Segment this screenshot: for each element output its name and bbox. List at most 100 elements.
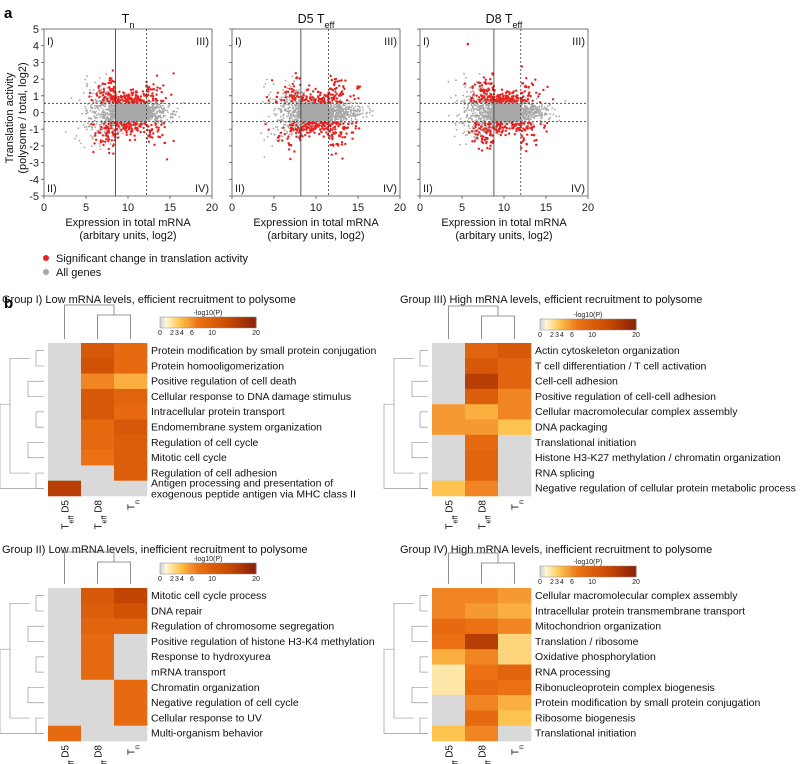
term-label: mRNA transport xyxy=(151,667,226,679)
term-label: Translation / ribosome xyxy=(535,636,639,648)
colorbar-tick: 3 xyxy=(555,579,559,586)
heatmaps: Group I) Low mRNA levels, efficient recr… xyxy=(0,294,796,764)
heatmap-cell xyxy=(48,695,81,711)
plot-title: D8 Teff xyxy=(486,12,523,30)
term-label: Positive regulation of histone H3-K4 met… xyxy=(151,636,375,648)
heatmap-cell xyxy=(498,420,531,436)
term-label: Positive regulation of cell death xyxy=(151,376,296,388)
quadrant-label-III: III) xyxy=(572,36,585,48)
heatmap-cell xyxy=(432,343,465,359)
column-label: Tn xyxy=(127,745,142,755)
y-axis-label-line2: (polysome / total, log2) xyxy=(17,62,29,173)
heatmap-cell xyxy=(114,619,147,635)
y-tick-label: 3 xyxy=(33,57,39,69)
heatmap-cell xyxy=(498,649,531,665)
x-axis-label-line1: Expression in total mRNA xyxy=(441,217,567,229)
legend-significant-label: Significant change in translation activi… xyxy=(56,253,248,265)
heatmap-cell xyxy=(432,649,465,665)
heatmap-cell xyxy=(114,634,147,650)
dense-core xyxy=(301,103,329,121)
heatmap-cell xyxy=(432,420,465,436)
heatmap-cell xyxy=(48,404,81,420)
column-dendrogram xyxy=(449,553,515,584)
x-tick-label: 0 xyxy=(417,202,423,214)
heatmap-cell xyxy=(48,619,81,635)
term-label: exogenous peptide antigen via MHC class … xyxy=(151,489,356,501)
heatmap-cell xyxy=(81,680,114,696)
y-tick-label: -5 xyxy=(29,191,39,203)
heatmap-cell xyxy=(114,465,147,481)
colorbar-tick: 20 xyxy=(632,579,640,586)
heatmap-cell xyxy=(465,435,498,451)
term-label: Cellular response to DNA damage stimulus xyxy=(151,391,351,403)
y-tick-label: 2 xyxy=(33,74,39,86)
heatmap-cell xyxy=(48,481,81,497)
heatmap-cell xyxy=(498,695,531,711)
group-title: Group I) Low mRNA levels, efficient recr… xyxy=(2,294,296,306)
heatmap-group-1: Group I) Low mRNA levels, efficient recr… xyxy=(0,294,376,530)
column-label: Teff D5 xyxy=(445,745,460,764)
y-axis-label-line1: Translation activity xyxy=(4,72,16,163)
heatmap-cell xyxy=(114,435,147,451)
term-label: Intracellular protein transmembrane tran… xyxy=(535,605,745,617)
heatmap-cell xyxy=(48,420,81,436)
term-label: Negative regulation of cellular protein … xyxy=(535,483,796,495)
heatmap-cell xyxy=(81,450,114,466)
heatmap-cell xyxy=(498,404,531,420)
heatmap-cell xyxy=(465,465,498,481)
term-label: RNA splicing xyxy=(535,467,595,479)
heatmap-cell xyxy=(81,404,114,420)
colorbar-tick: 4 xyxy=(180,576,184,583)
heatmap-cell xyxy=(498,619,531,635)
x-tick-label: 15 xyxy=(352,202,364,214)
x-tick-label: 10 xyxy=(498,202,510,214)
colorbar-tick: 4 xyxy=(560,332,564,339)
colorbar-tick: 6 xyxy=(570,579,574,586)
term-label: Oxidative phosphorylation xyxy=(535,651,656,663)
heatmap-cell xyxy=(48,665,81,681)
heatmap-cell xyxy=(114,404,147,420)
y-tick-label: 1 xyxy=(33,91,39,103)
colorbar-title: -log10(P) xyxy=(574,312,603,319)
heatmap-cell xyxy=(432,680,465,696)
plot-title: D5 Teff xyxy=(298,12,335,30)
heatmap-cell xyxy=(114,420,147,436)
group-title: Group III) High mRNA levels, efficient r… xyxy=(400,294,702,306)
x-tick-label: 0 xyxy=(229,202,235,214)
heatmap-cell xyxy=(81,374,114,390)
y-tick-label: -1 xyxy=(29,124,39,136)
colorbar-title: -log10(P) xyxy=(194,310,223,317)
quadrant-label-III: III) xyxy=(196,36,209,48)
heatmap-cell xyxy=(498,603,531,619)
y-tick-label: -3 xyxy=(29,158,39,170)
heatmap-cell xyxy=(432,465,465,481)
column-label: Tn xyxy=(511,745,526,755)
heatmap-cell xyxy=(114,358,147,374)
colorbar-tick: 4 xyxy=(560,579,564,586)
heatmap-cell xyxy=(432,481,465,497)
heatmap-cell xyxy=(498,665,531,681)
term-label: Intracellular protein transport xyxy=(151,406,285,418)
heatmap-cell xyxy=(432,358,465,374)
term-label: DNA packaging xyxy=(535,422,608,434)
column-label: Tn xyxy=(511,500,526,510)
heatmap-cell xyxy=(48,450,81,466)
heatmap-cell xyxy=(465,420,498,436)
term-label: Translational initiation xyxy=(535,728,636,740)
heatmap-cell xyxy=(81,695,114,711)
heatmap-cell xyxy=(114,603,147,619)
heatmap-cell xyxy=(432,389,465,405)
column-label: Tn xyxy=(127,500,142,510)
quadrant-label-II: II) xyxy=(235,183,245,195)
column-label: Teff D8 xyxy=(94,745,109,764)
heatmap-cell xyxy=(48,435,81,451)
colorbar-tick: 6 xyxy=(190,330,194,337)
y-tick-label: -2 xyxy=(29,141,39,153)
heatmap-cell xyxy=(498,450,531,466)
heatmap-cell xyxy=(498,374,531,390)
heatmap-cell xyxy=(114,588,147,604)
heatmap-cell xyxy=(114,481,147,497)
colorbar-tick: 2 xyxy=(170,330,174,337)
heatmap-cell xyxy=(48,603,81,619)
heatmap-cell xyxy=(465,374,498,390)
